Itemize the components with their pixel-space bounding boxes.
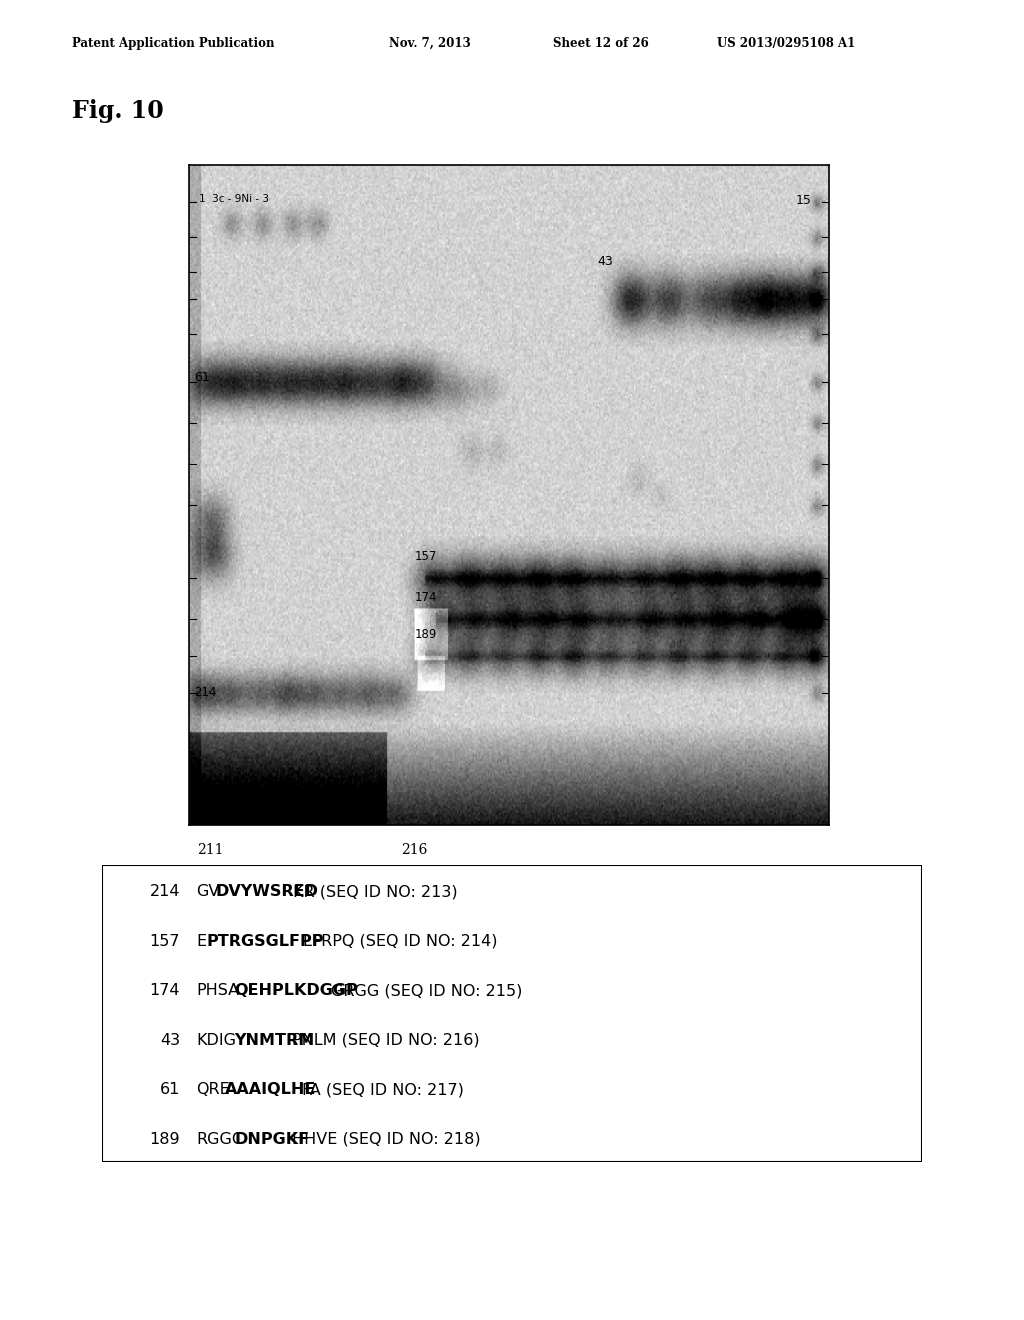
Text: AAAIQLHE: AAAIQLHE bbox=[225, 1082, 316, 1097]
Text: 43: 43 bbox=[598, 255, 613, 268]
Text: QEHPLKDGGP: QEHPLKDGGP bbox=[234, 983, 358, 998]
Text: 157: 157 bbox=[415, 550, 437, 564]
Text: PHSA: PHSA bbox=[197, 983, 240, 998]
Text: LFRPQ (SEQ ID NO: 214): LFRPQ (SEQ ID NO: 214) bbox=[303, 933, 498, 949]
Text: 189: 189 bbox=[415, 628, 437, 642]
Text: 214: 214 bbox=[150, 884, 180, 899]
Text: GV: GV bbox=[197, 884, 220, 899]
Text: PTRGSGLFPP: PTRGSGLFPP bbox=[206, 933, 324, 949]
Text: 157: 157 bbox=[150, 933, 180, 949]
Text: 61: 61 bbox=[160, 1082, 180, 1097]
Text: 216: 216 bbox=[401, 843, 428, 857]
Text: US 2013/0295108 A1: US 2013/0295108 A1 bbox=[717, 37, 855, 50]
FancyBboxPatch shape bbox=[102, 865, 922, 1162]
Text: 174: 174 bbox=[150, 983, 180, 998]
Text: QRE: QRE bbox=[197, 1082, 230, 1097]
Text: 43: 43 bbox=[160, 1032, 180, 1048]
Text: 174: 174 bbox=[415, 591, 437, 605]
Text: E: E bbox=[197, 933, 207, 949]
Text: Patent Application Publication: Patent Application Publication bbox=[72, 37, 274, 50]
Text: RGGC: RGGC bbox=[197, 1131, 244, 1147]
Text: DVYWSRED: DVYWSRED bbox=[215, 884, 318, 899]
Text: Nov. 7, 2013: Nov. 7, 2013 bbox=[389, 37, 471, 50]
Text: 211: 211 bbox=[197, 843, 223, 857]
Text: KR (SEQ ID NO: 213): KR (SEQ ID NO: 213) bbox=[293, 884, 458, 899]
Text: Fig. 10: Fig. 10 bbox=[72, 99, 164, 123]
Text: 61: 61 bbox=[194, 371, 210, 384]
Text: DNPGKF: DNPGKF bbox=[234, 1131, 309, 1147]
Text: GRGG (SEQ ID NO: 215): GRGG (SEQ ID NO: 215) bbox=[331, 983, 522, 998]
Text: 189: 189 bbox=[150, 1131, 180, 1147]
Text: FA (SEQ ID NO: 217): FA (SEQ ID NO: 217) bbox=[302, 1082, 464, 1097]
Text: 214: 214 bbox=[194, 686, 216, 700]
Text: 15: 15 bbox=[796, 194, 811, 207]
Text: 1  3c - 9Ni - 3: 1 3c - 9Ni - 3 bbox=[199, 194, 268, 203]
Text: PNLM (SEQ ID NO: 216): PNLM (SEQ ID NO: 216) bbox=[292, 1032, 480, 1048]
Text: HHVE (SEQ ID NO: 218): HHVE (SEQ ID NO: 218) bbox=[292, 1131, 481, 1147]
Text: YNMTRM: YNMTRM bbox=[234, 1032, 314, 1048]
Text: Sheet 12 of 26: Sheet 12 of 26 bbox=[553, 37, 649, 50]
Text: KDIG: KDIG bbox=[197, 1032, 237, 1048]
